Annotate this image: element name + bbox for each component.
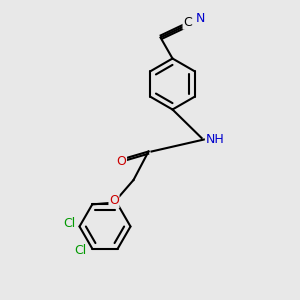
Text: C: C (183, 16, 192, 29)
Text: O: O (117, 154, 126, 168)
Text: Cl: Cl (75, 244, 87, 257)
Text: NH: NH (206, 133, 224, 146)
Text: O: O (109, 194, 119, 208)
Text: Cl: Cl (63, 217, 75, 230)
Text: N: N (196, 12, 205, 25)
